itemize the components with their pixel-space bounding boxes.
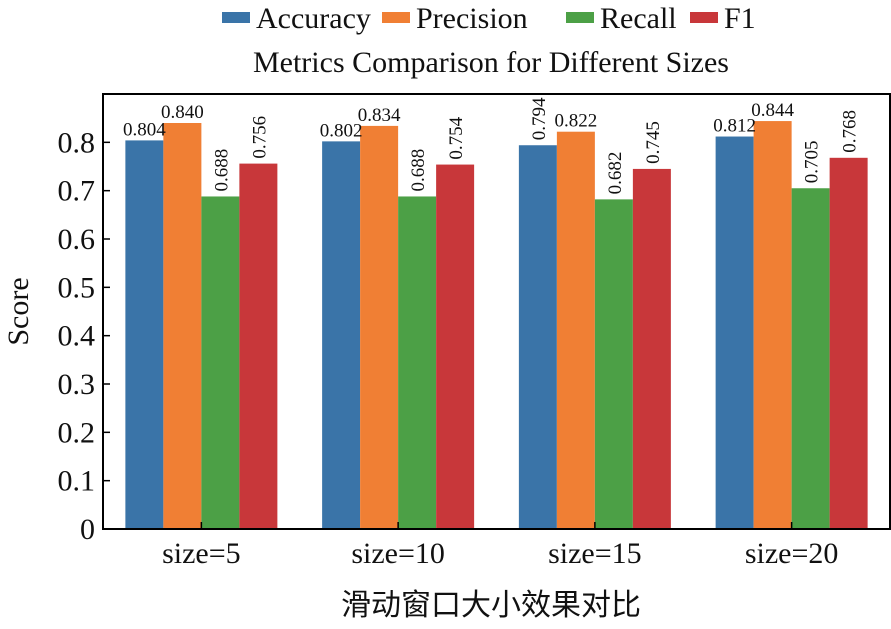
bar-accuracy [322,141,361,529]
bar-accuracy [518,145,557,529]
bar-f1 [436,164,475,530]
data-label-precision: 0.840 [161,102,204,123]
bar-f1 [239,163,278,529]
y-axis: 0 0.1 0.2 0.3 0.4 0.5 0.6 0.7 0.8 [58,126,110,546]
bars [125,121,868,530]
bar-recall [398,196,437,529]
data-label-recall: 0.688 [408,149,429,192]
data-label-f1: 0.745 [643,121,664,164]
data-label-precision: 0.822 [555,111,598,132]
data-label-accuracy: 0.804 [123,119,166,140]
data-label-accuracy: 0.812 [713,116,756,137]
data-label-precision: 0.844 [751,100,794,121]
y-tick-label: 0.5 [58,271,96,304]
bar-precision [360,125,399,530]
y-tick-label: 0.6 [58,223,96,256]
bar-precision [556,131,595,529]
bar-precision [753,121,792,530]
data-label-f1: 0.768 [840,110,861,153]
legend-label: Accuracy [256,2,371,35]
data-label-f1: 0.756 [249,116,270,159]
plot-frame [102,93,891,530]
x-tick-label: size=20 [745,537,839,570]
legend-item-recall: Recall [566,2,677,35]
x-tick-label: size=5 [162,537,241,570]
legend-item-f1: F1 [690,2,756,35]
x-tick-label: size=10 [351,537,445,570]
legend: Accuracy Precision Recall F1 [222,2,756,35]
legend-swatch [566,12,594,23]
y-tick-label: 0.7 [58,175,96,208]
legend-item-precision: Precision [382,2,528,35]
y-tick-label: 0.4 [58,320,96,353]
legend-swatch [382,12,410,23]
legend-swatch [222,12,250,23]
y-tick-label: 0.2 [58,416,96,449]
chart-title: Metrics Comparison for Different Sizes [253,46,729,79]
bar-recall [201,196,240,529]
bar-recall [594,199,633,529]
bar-f1 [632,168,671,529]
data-label-recall: 0.688 [211,149,232,192]
data-label-recall: 0.705 [802,141,823,184]
legend-item-accuracy: Accuracy [222,2,371,35]
y-tick-label: 0 [80,513,95,546]
legend-label: Precision [416,2,528,35]
data-label-f1: 0.754 [446,116,467,159]
y-tick-label: 0.1 [58,465,96,498]
legend-swatch [690,12,718,23]
bar-precision [163,123,202,529]
bar-recall [791,188,830,529]
data-label-accuracy: 0.802 [320,120,363,141]
data-label-accuracy: 0.794 [529,97,550,140]
y-tick-label: 0.3 [58,368,96,401]
x-axis: size=5 size=10 size=15 size=20 [162,522,838,570]
bar-accuracy [715,136,754,530]
x-axis-label: 滑动窗口大小效果对比 [341,589,641,622]
y-axis-label: Score [2,277,35,345]
bar-f1 [829,157,868,530]
data-label-precision: 0.834 [358,105,401,126]
legend-label: F1 [724,2,756,35]
bar-accuracy [125,140,164,529]
data-label-recall: 0.682 [605,152,626,195]
legend-label: Recall [600,2,677,35]
x-tick-label: size=15 [548,537,642,570]
y-tick-label: 0.8 [58,126,96,159]
